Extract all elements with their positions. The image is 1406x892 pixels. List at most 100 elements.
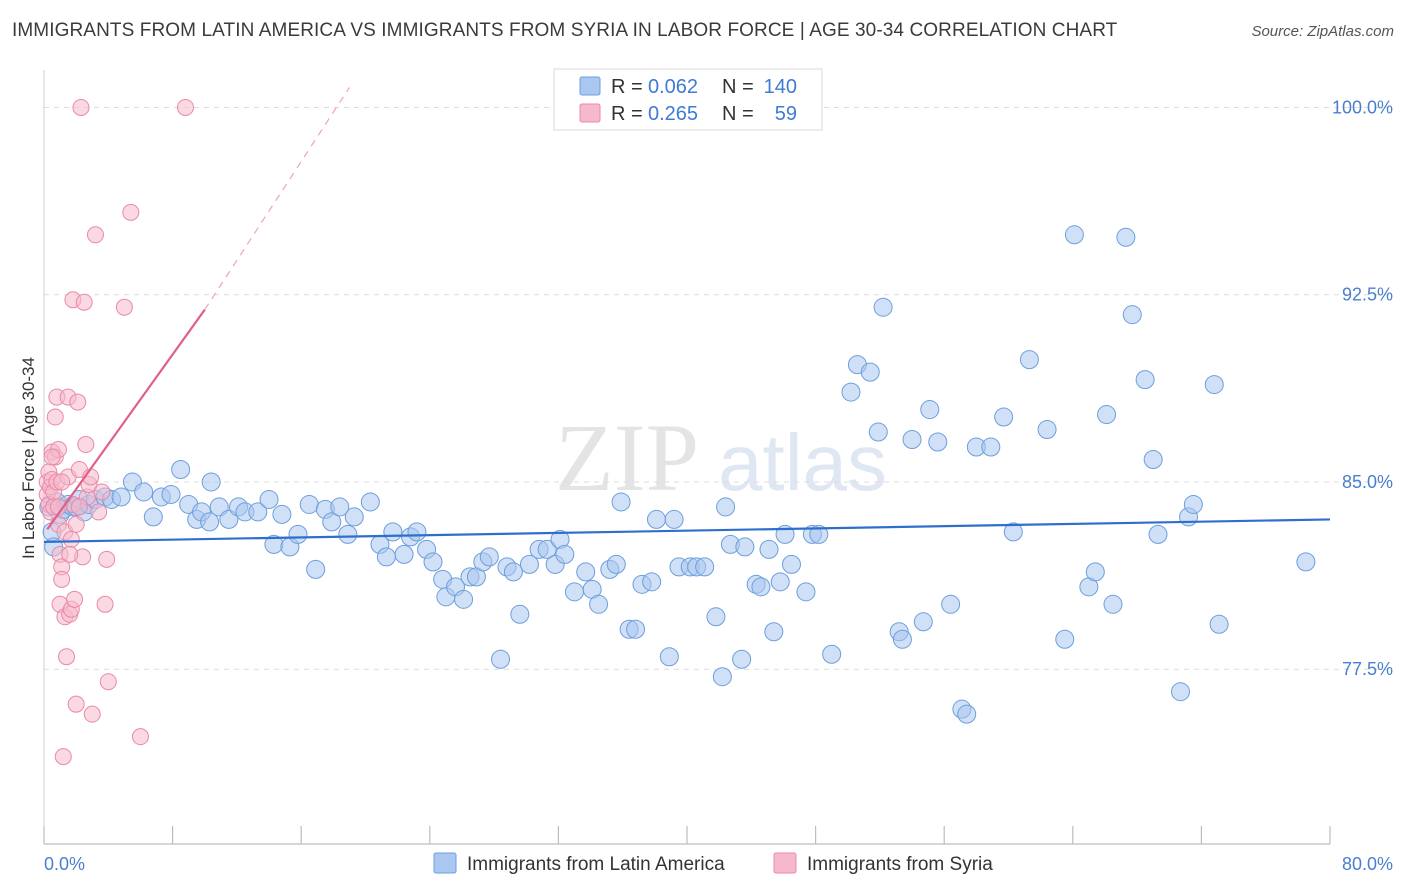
y-tick-labels: 77.5% 85.0% 92.5% 100.0% [1332,97,1393,679]
latin-america-point-102 [796,582,816,602]
series-latin-america-points [39,225,1316,724]
latin-america-point-72 [576,562,596,582]
legend-n-value-1: 140 [764,76,797,98]
latin-america-point-41 [330,497,350,517]
latin-america-point-37 [299,494,319,514]
latin-america-point-76 [606,554,626,574]
legend: R = 0.062 N = 140 R = 0.265 N = 59 [553,68,823,131]
legend-n-value-2: 59 [775,103,797,125]
bottom-legend-swatch-syria [773,852,797,874]
latin-america-point-136 [1148,524,1168,544]
syria-point-19 [53,570,71,588]
latin-america-point-81 [642,572,662,592]
syria-point-58 [70,498,88,516]
syria-point-36 [72,98,90,116]
latin-america-point-21 [171,459,191,479]
latin-america-point-83 [659,647,679,667]
latin-america-point-122 [994,407,1014,427]
latin-america-point-84 [664,509,684,529]
latin-america-point-132 [1116,227,1136,247]
latin-america-point-18 [143,507,163,527]
latin-america-point-125 [1037,420,1057,440]
latin-america-point-31 [248,502,268,522]
y-axis-title: In Labor Force | Age 30-34 [19,357,38,559]
latin-america-point-141 [1209,614,1229,634]
latin-america-point-121 [981,437,1001,457]
latin-america-point-108 [860,362,880,382]
latin-america-point-112 [892,629,912,649]
latin-america-point-94 [735,537,755,557]
y-tick-label-77.5: 77.5% [1342,659,1393,679]
bottom-legend-label-latin-america: Immigrants from Latin America [467,854,725,875]
syria-point-10 [46,408,64,426]
latin-america-point-97 [759,539,779,559]
syria-point-44 [86,226,104,244]
latin-america-point-15 [111,487,131,507]
latin-america-point-34 [272,504,292,524]
latin-america-point-104 [809,524,829,544]
syria-point-32 [67,695,85,713]
syria-point-47 [96,595,114,613]
x-tick-label-min: 0.0% [44,854,85,874]
latin-america-point-139 [1183,494,1203,514]
latin-america-point-40 [322,512,342,532]
watermark-atlas: atlas [718,418,887,507]
y-tick-label-100: 100.0% [1332,97,1393,117]
latin-america-point-135 [1143,449,1163,469]
latin-america-point-46 [376,547,396,567]
syria-point-45 [90,503,108,521]
latin-america-point-109 [868,422,888,442]
syria-point-53 [176,98,194,116]
latin-america-point-134 [1135,370,1155,390]
latin-america-point-74 [589,594,609,614]
syria-point-20 [54,748,72,766]
latin-america-point-60 [479,547,499,567]
legend-r-label-1: R = [611,76,648,98]
latin-america-point-106 [841,382,861,402]
latin-america-point-26 [201,472,221,492]
latin-america-point-36 [288,524,308,544]
legend-r-label-2: R = [611,103,648,125]
latin-america-point-77 [611,492,631,512]
latin-america-point-17 [134,482,154,502]
latin-america-point-116 [928,432,948,452]
latin-america-point-64 [510,604,530,624]
latin-america-point-140 [1204,375,1224,395]
latin-america-point-88 [695,557,715,577]
latin-america-point-71 [564,582,584,602]
legend-n-label-1: N = [722,76,759,98]
syria-point-28 [62,530,80,548]
syria-point-23 [58,648,76,666]
y-tick-label-92.5: 92.5% [1342,285,1393,305]
latin-america-point-130 [1097,405,1117,425]
latin-america-point-48 [394,544,414,564]
x-tick-label-max: 80.0% [1342,854,1393,874]
latin-america-point-133 [1122,305,1142,325]
latin-america-point-115 [920,400,940,420]
latin-america-point-105 [822,644,842,664]
latin-america-point-20 [161,484,181,504]
latin-america-point-43 [344,507,364,527]
y-tick-label-85: 85.0% [1342,472,1393,492]
bottom-legend-label-syria: Immigrants from Syria [807,854,993,875]
latin-america-point-117 [941,594,961,614]
latin-america-point-129 [1085,562,1105,582]
latin-america-point-42 [338,524,358,544]
syria-point-51 [122,203,140,221]
legend-r-value-1: 0.062 [648,76,698,98]
syria-point-38 [75,293,93,311]
syria-point-46 [93,483,111,501]
latin-america-point-90 [712,667,732,687]
trend-line-syria-extension [204,87,350,311]
latin-america-point-47 [383,522,403,542]
chart-title: IMMIGRANTS FROM LATIN AMERICA VS IMMIGRA… [12,20,1118,41]
latin-america-point-131 [1103,594,1123,614]
syria-point-31 [66,590,84,608]
latin-america-point-93 [732,649,752,669]
latin-america-point-127 [1064,225,1084,245]
syria-point-52 [131,728,149,746]
latin-america-point-123 [1003,522,1023,542]
latin-america-point-82 [646,509,666,529]
latin-america-point-67 [537,539,557,559]
syria-point-49 [99,673,117,691]
